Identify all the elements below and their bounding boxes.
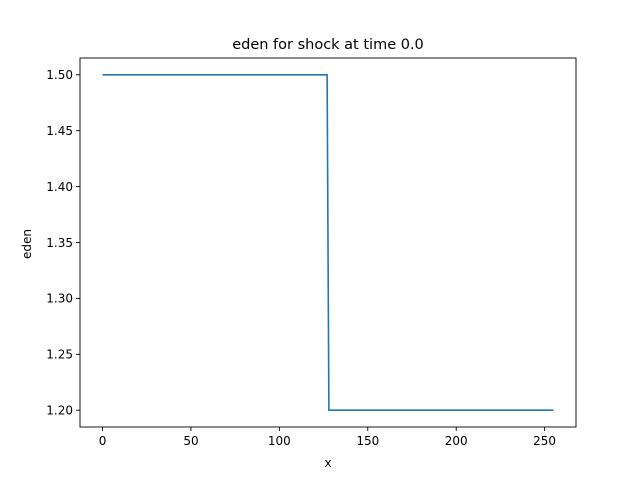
plot-area: 0 50 100 150 200 250 1.20 1.25 1.30 1.35 1.40 1.45 1… — [46, 57, 577, 448]
axes-frame — [79, 57, 577, 428]
y-tick-label: 1.40 — [46, 180, 73, 194]
x-tick-label: 200 — [445, 434, 468, 448]
y-tick-label: 1.25 — [46, 348, 73, 362]
x-tick-label: 150 — [356, 434, 379, 448]
x-tick-label: 0 — [99, 434, 107, 448]
y-tick-label: 1.20 — [46, 404, 73, 418]
y-tick-label: 1.30 — [46, 292, 73, 306]
series-line-0 — [102, 73, 554, 412]
chart-title: eden for shock at time 0.0 — [232, 37, 424, 53]
x-axis-label: x — [324, 456, 331, 470]
x-tick-label: 250 — [533, 434, 556, 448]
y-axis-label: eden — [20, 229, 34, 259]
y-tick-label: 1.35 — [46, 236, 73, 250]
y-tick-label: 1.45 — [46, 124, 73, 138]
x-tick-label: 50 — [183, 434, 198, 448]
y-tick-label: 1.50 — [46, 68, 73, 82]
x-tick-label: 100 — [268, 434, 291, 448]
